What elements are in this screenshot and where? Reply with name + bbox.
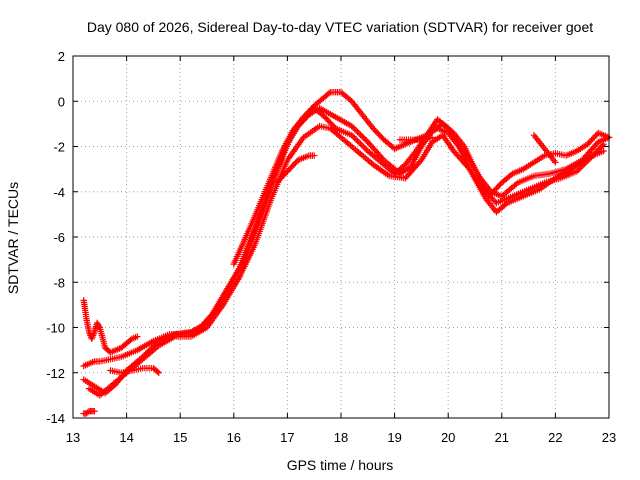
x-tick-label: 23 bbox=[602, 430, 616, 445]
data-point bbox=[355, 139, 363, 146]
data-point bbox=[575, 166, 582, 174]
data-point bbox=[351, 134, 358, 142]
data-point bbox=[325, 90, 333, 97]
x-tick-label: 15 bbox=[173, 430, 187, 445]
x-tick-label: 21 bbox=[495, 430, 509, 445]
y-tick-label: 0 bbox=[58, 94, 65, 109]
x-tick-label: 13 bbox=[66, 430, 80, 445]
axis-ticks-layer: 13 14 15 16 17 18 19 20 21 22 2320-2-4-6-8-10-12-1… bbox=[46, 49, 616, 445]
series-track-e bbox=[273, 152, 318, 186]
data-point bbox=[352, 136, 360, 143]
data-point bbox=[311, 152, 318, 159]
data-point bbox=[358, 142, 366, 149]
y-tick-label: -10 bbox=[46, 321, 65, 336]
series-track-b bbox=[80, 104, 607, 397]
data-point bbox=[348, 131, 355, 139]
x-tick-label: 18 bbox=[334, 430, 348, 445]
data-point bbox=[355, 130, 363, 137]
y-tick-label: -4 bbox=[53, 185, 65, 200]
data-point bbox=[360, 134, 367, 141]
data-point bbox=[348, 122, 355, 130]
data-point bbox=[349, 124, 357, 131]
series-track-i bbox=[396, 134, 436, 143]
y-tick-label: -8 bbox=[53, 275, 65, 290]
data-point bbox=[357, 131, 364, 138]
data-point bbox=[363, 146, 370, 153]
y-tick-label: -6 bbox=[53, 230, 65, 245]
data-point bbox=[552, 159, 559, 166]
data-point bbox=[155, 369, 162, 376]
data-point bbox=[400, 162, 407, 170]
data-point bbox=[363, 137, 370, 144]
series-track-h bbox=[80, 408, 98, 417]
data-point bbox=[599, 142, 606, 149]
x-tick-label: 22 bbox=[548, 430, 562, 445]
grid-layer bbox=[73, 56, 609, 418]
data-point bbox=[573, 168, 581, 175]
data-point bbox=[357, 140, 364, 148]
data-point bbox=[134, 333, 141, 340]
data-point bbox=[154, 368, 161, 375]
data-point bbox=[507, 171, 515, 179]
data-point bbox=[358, 133, 366, 140]
data-point bbox=[354, 137, 361, 145]
x-tick-label: 14 bbox=[119, 430, 133, 445]
x-tick-label: 19 bbox=[387, 430, 401, 445]
data-point bbox=[361, 135, 369, 143]
data-point bbox=[600, 141, 607, 148]
data-point bbox=[354, 128, 361, 136]
x-axis-label: GPS time / hours bbox=[287, 457, 394, 473]
chart-title: Day 080 of 2026, Sidereal Day-to-day VTE… bbox=[87, 19, 593, 35]
data-point bbox=[576, 165, 583, 172]
data-point bbox=[361, 144, 369, 152]
y-tick-label: 2 bbox=[58, 49, 65, 64]
y-axis-label: SDTVAR / TECUs bbox=[5, 182, 21, 294]
x-tick-label: 17 bbox=[280, 430, 294, 445]
y-tick-label: -12 bbox=[46, 366, 65, 381]
data-point bbox=[351, 125, 358, 133]
data-point bbox=[360, 143, 367, 150]
data-point bbox=[349, 133, 357, 140]
data-point bbox=[600, 147, 607, 155]
x-tick-label: 20 bbox=[441, 430, 455, 445]
data-points-layer bbox=[80, 89, 613, 417]
data-point bbox=[379, 155, 386, 162]
data-point bbox=[95, 322, 103, 330]
data-point bbox=[428, 134, 436, 141]
series-track-j bbox=[530, 131, 559, 166]
x-tick-label: 16 bbox=[227, 430, 241, 445]
y-tick-label: -2 bbox=[53, 140, 65, 155]
series-track-d bbox=[230, 89, 613, 268]
data-point bbox=[346, 96, 354, 104]
series-track-c bbox=[85, 122, 607, 399]
data-point bbox=[352, 127, 360, 134]
series-track-f bbox=[80, 297, 141, 356]
series-track-g bbox=[107, 365, 162, 376]
data-point bbox=[91, 408, 98, 415]
data-point bbox=[502, 201, 509, 208]
y-tick-label: -14 bbox=[46, 411, 65, 426]
data-point bbox=[416, 158, 424, 165]
plot-frame bbox=[72, 55, 610, 419]
